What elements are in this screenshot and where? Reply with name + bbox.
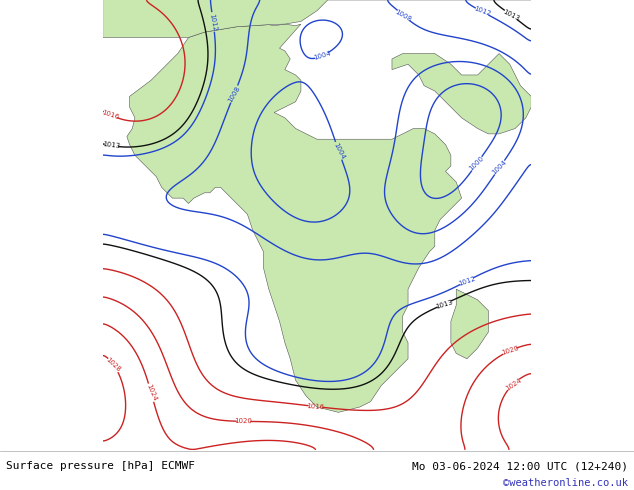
Text: 1000: 1000 [469, 155, 486, 172]
Text: 1004: 1004 [491, 159, 508, 176]
Polygon shape [451, 289, 488, 359]
Text: 1008: 1008 [394, 8, 413, 23]
Text: 1020: 1020 [500, 345, 519, 356]
Text: 1016: 1016 [101, 109, 120, 120]
Text: 1012: 1012 [473, 6, 491, 18]
Text: 1016: 1016 [306, 403, 325, 410]
Text: 1024: 1024 [504, 377, 522, 392]
Text: 1012: 1012 [457, 275, 476, 287]
Text: 1008: 1008 [227, 85, 242, 103]
Text: 1013: 1013 [501, 8, 520, 22]
Text: 1020: 1020 [235, 418, 252, 424]
Text: 1028: 1028 [105, 356, 122, 373]
Text: 1013: 1013 [102, 142, 120, 149]
Text: ©weatheronline.co.uk: ©weatheronline.co.uk [503, 478, 628, 488]
Text: Surface pressure [hPa] ECMWF: Surface pressure [hPa] ECMWF [6, 461, 195, 471]
Text: 1004: 1004 [332, 142, 346, 160]
Polygon shape [392, 53, 531, 134]
Text: 1004: 1004 [313, 50, 331, 61]
Polygon shape [127, 24, 462, 412]
Text: 1013: 1013 [435, 298, 454, 310]
Text: 1024: 1024 [145, 383, 157, 402]
Polygon shape [103, 0, 553, 38]
Text: Mo 03-06-2024 12:00 UTC (12+240): Mo 03-06-2024 12:00 UTC (12+240) [411, 461, 628, 471]
Text: 1012: 1012 [209, 13, 217, 31]
